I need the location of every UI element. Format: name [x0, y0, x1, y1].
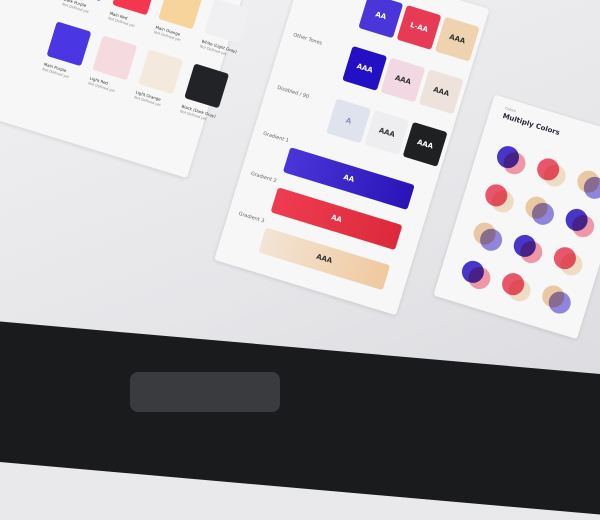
color-swatch	[158, 0, 204, 30]
contrast-swatch: AAA	[380, 57, 426, 103]
section-title: Multiply Colors	[501, 111, 561, 137]
main-colors-panel: UI Dark ToolNot Defined yetDescription L…	[0, 0, 275, 179]
color-swatch	[92, 35, 138, 81]
contrast-swatch: AAA	[364, 110, 410, 156]
gradient-label: Gradient 1	[262, 130, 290, 145]
monitor-stand	[130, 372, 280, 412]
contrast-swatch: L-AA	[396, 4, 442, 50]
contrast-swatch: AAA	[342, 45, 388, 91]
gradient-label: Gradient 3	[237, 210, 265, 225]
color-swatch	[204, 0, 250, 44]
contrast-swatch: AAA	[418, 69, 464, 115]
color-swatch	[138, 49, 184, 95]
color-swatch	[184, 63, 230, 109]
contrast-swatch: AAA	[402, 121, 448, 167]
contrast-swatch: AA	[358, 0, 404, 39]
contrast-swatch: A	[326, 98, 372, 144]
row-label: Disabled / 90	[276, 84, 310, 101]
contrast-swatch: AAA	[434, 16, 480, 62]
gradient-label: Gradient 2	[250, 170, 278, 185]
color-swatch	[46, 21, 92, 67]
row-label: Other Tones	[292, 32, 323, 47]
multiply-colors-panel: Colors Multiply Colors	[433, 94, 600, 340]
